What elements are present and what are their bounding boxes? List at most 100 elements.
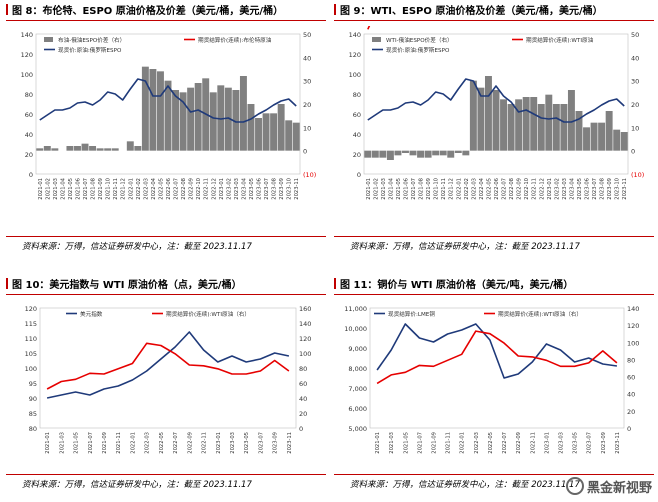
left-axis-series-line — [39, 78, 297, 123]
x-tick-label: 2021-01 — [38, 178, 44, 200]
spread-bar — [545, 94, 553, 151]
x-tick-label: 2021-01 — [375, 432, 381, 454]
figure-title-text: 图 10：美元指数与 WTI 原油价格（点，美元/桶） — [12, 280, 242, 291]
y-left-tick-label: 10,000 — [344, 325, 367, 333]
spread-bar — [209, 92, 217, 151]
spread-bar — [232, 90, 240, 151]
y-left-tick-label: 85 — [29, 410, 37, 418]
y-left-tick-label: 8,000 — [348, 365, 367, 373]
x-tick-label: 2021-04 — [388, 177, 394, 199]
legend-label: WTI-俄油ESPO价差（右） — [386, 36, 453, 44]
x-tick-label: 2023-09 — [601, 432, 607, 454]
source-rule — [334, 474, 654, 475]
y-right-tick-label: 30 — [303, 78, 311, 86]
x-tick-label: 2021-09 — [432, 432, 438, 454]
y-right-tick-label: 30 — [631, 78, 639, 86]
x-tick-label: 2023-01 — [544, 432, 550, 454]
x-tick-label: 2023-04 — [569, 177, 575, 199]
spread-bar — [51, 148, 59, 151]
title-marker — [334, 278, 336, 289]
x-tick-label: 2021-02 — [373, 178, 379, 200]
x-tick-label: 2022-09 — [187, 432, 193, 454]
x-tick-label: 2022-04 — [479, 177, 485, 199]
y-left-tick-label: 115 — [25, 320, 37, 328]
x-tick-label: 2023-03 — [559, 432, 565, 454]
y-right-tick-label: 40 — [299, 395, 307, 403]
spread-bar — [613, 129, 621, 151]
x-tick-label: 2023-08 — [272, 178, 278, 200]
x-tick-label: 2022-03 — [474, 432, 480, 454]
legend-label: 期货结算价(连续):WTI原油 — [526, 36, 594, 44]
y-right-tick-label: 10 — [631, 124, 639, 132]
spread-bar — [424, 150, 432, 158]
x-tick-label: 2023-01 — [216, 432, 222, 454]
x-tick-label: 2023-07 — [264, 178, 270, 200]
figure-10-panel: 图 10：美元指数与 WTI 原油价格（点，美元/桶） 80 85 90 95 100 1… — [6, 278, 326, 498]
x-tick-label: 2021-10 — [106, 178, 112, 200]
x-tick-label: 2021-09 — [98, 178, 104, 200]
y-left-tick-label: 5,000 — [348, 425, 367, 433]
x-tick-label: 2022-04 — [151, 177, 157, 199]
spread-bar — [530, 97, 538, 151]
x-tick-label: 2022-01 — [460, 432, 466, 454]
figure-title-text: 图 11：铜价与 WTI 原油价格（美元/吨，美元/桶） — [340, 280, 574, 291]
x-tick-label: 2023-05 — [577, 178, 583, 200]
y-right-tick-label: 120 — [627, 322, 639, 330]
spread-bar — [371, 150, 379, 158]
x-tick-label: 2023-07 — [258, 432, 264, 454]
y-left-tick-label: 105 — [25, 350, 37, 358]
spread-bar — [172, 90, 180, 151]
y-right-tick-label: 80 — [299, 365, 307, 373]
spread-bar — [447, 150, 455, 158]
figure-title: 图 11：铜价与 WTI 原油价格（美元/吨，美元/桶） — [334, 278, 654, 294]
spread-bar — [500, 99, 508, 151]
spread-bar — [217, 85, 225, 151]
x-tick-label: 2023-11 — [294, 178, 300, 200]
y-right-tick-label: 0 — [631, 148, 635, 156]
y-left-tick-label: 140 — [349, 31, 361, 39]
spread-bar — [43, 146, 51, 151]
x-tick-label: 2022-01 — [128, 178, 134, 200]
spread-bar — [379, 150, 387, 158]
spread-bar — [394, 150, 402, 156]
x-tick-label: 2022-05 — [488, 432, 494, 454]
y-right-tick-label: 0 — [627, 425, 631, 433]
x-tick-label: 2022-03 — [145, 432, 151, 454]
x-tick-label: 2023-10 — [287, 178, 293, 200]
x-tick-label: 2021-09 — [426, 178, 432, 200]
y-right-tick-label: 100 — [627, 339, 639, 347]
legend-label: 布油-俄油ESPO价差（右） — [58, 36, 125, 44]
y-right-tick-label: 20 — [627, 408, 635, 416]
x-tick-label: 2021-01 — [45, 432, 51, 454]
x-tick-label: 2022-11 — [532, 178, 538, 200]
x-tick-label: 2023-03 — [234, 178, 240, 200]
spread-bar — [187, 87, 195, 151]
spread-bar — [104, 148, 112, 151]
x-tick-label: 2021-11 — [441, 178, 447, 200]
x-tick-label: 2021-12 — [121, 178, 127, 200]
figure-title-text: 图 9：WTI、ESPO 原油价格及价差（美元/桶，美元/桶） — [340, 6, 603, 17]
spread-bar — [522, 97, 530, 151]
x-tick-label: 2023-09 — [273, 432, 279, 454]
title-rule — [6, 294, 326, 295]
x-tick-label: 2023-03 — [230, 432, 236, 454]
spread-bar — [96, 148, 104, 151]
y-left-tick-label: 90 — [29, 395, 37, 403]
source-note: 资料来源：万得，信达证券研发中心，注：截至 2023.11.17 — [350, 242, 580, 252]
spread-bar — [454, 150, 462, 153]
spread-bar — [620, 132, 628, 151]
spread-bar — [292, 122, 300, 151]
legend-label: 现货价:原油:俄罗斯ESPO — [386, 46, 450, 54]
x-tick-label: 2021-08 — [91, 178, 97, 200]
legend-label: 期货结算价(连续):WTI原油（右） — [498, 310, 582, 318]
source-rule — [334, 236, 654, 237]
x-tick-label: 2022-02 — [136, 178, 142, 200]
x-tick-label: 2023-02 — [554, 178, 560, 200]
figure-11-chart: 5,000 6,000 7,000 8,000 9,000 10,000 11,000 0 20… — [344, 305, 639, 454]
x-tick-label: 2023-07 — [592, 178, 598, 200]
y-left-tick-label: 80 — [353, 91, 361, 99]
x-tick-label: 2021-07 — [411, 178, 417, 200]
x-tick-label: 2022-12 — [211, 178, 217, 200]
x-tick-label: 2022-06 — [166, 178, 172, 200]
title-marker — [6, 278, 8, 289]
